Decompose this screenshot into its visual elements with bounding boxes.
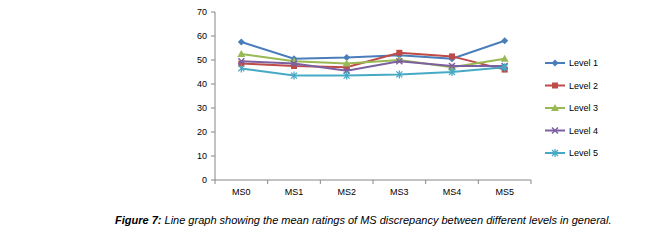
legend-marker — [551, 104, 559, 111]
chart: 0 10 20 30 40 50 60 70 MS0 MS1 MS2 MS3 MS4 MS5 Level 1… — [0, 0, 670, 243]
data-point — [449, 68, 455, 76]
y-tick-label: 50 — [197, 55, 207, 65]
series — [238, 50, 507, 73]
legend-label: Level 3 — [569, 103, 598, 113]
y-tick — [211, 36, 215, 37]
y-tick-label: 20 — [197, 127, 207, 137]
legend-entry: Level 5 — [545, 148, 598, 158]
y-tick-label: 70 — [197, 7, 207, 17]
legend-entry: Level 4 — [545, 126, 598, 136]
data-point — [343, 60, 351, 67]
y-tick-label: 40 — [197, 79, 207, 89]
y-tick — [211, 108, 215, 109]
data-point — [396, 50, 402, 56]
x-tick — [478, 180, 479, 184]
legend-marker — [552, 83, 558, 89]
y-tick — [211, 60, 215, 61]
series-line — [241, 61, 504, 71]
y-tick — [211, 84, 215, 85]
x-tick — [320, 180, 321, 184]
series-line — [241, 41, 504, 59]
y-tick — [211, 132, 215, 133]
data-point — [238, 64, 244, 72]
legend-label: Level 4 — [569, 126, 598, 136]
data-point — [449, 53, 455, 59]
x-tick — [425, 180, 426, 184]
data-point — [344, 72, 350, 80]
legend-entry: Level 3 — [545, 103, 598, 113]
y-tick — [211, 180, 215, 181]
x-tick-label: MS4 — [443, 187, 462, 197]
y-tick — [211, 12, 215, 13]
x-tick — [531, 180, 532, 184]
data-point — [501, 55, 509, 62]
x-tick-label: MS0 — [232, 187, 251, 197]
legend: Level 1 Level 2 Level 3 Level 4 Level 5 — [545, 58, 598, 158]
y-tick-label: 30 — [197, 103, 207, 113]
data-point — [238, 39, 245, 46]
legend-marker — [552, 128, 558, 134]
y-axis — [215, 12, 216, 180]
legend-entry: Level 2 — [545, 81, 598, 91]
x-tick — [373, 180, 374, 184]
data-point — [396, 58, 402, 64]
series — [238, 63, 507, 79]
data-point — [238, 58, 244, 64]
data-point — [291, 72, 297, 80]
plot-area — [237, 37, 508, 79]
y-tick-label: 0 — [202, 175, 207, 185]
legend-entry: Level 1 — [545, 58, 598, 68]
x-tick-label: MS5 — [495, 187, 514, 197]
y-tick-label: 60 — [197, 31, 207, 41]
legend-label: Level 2 — [569, 81, 598, 91]
legend-marker — [552, 60, 559, 67]
data-point — [501, 37, 508, 44]
legend-label: Level 5 — [569, 148, 598, 158]
x-tick-label: MS2 — [337, 187, 356, 197]
legend-label: Level 1 — [569, 58, 598, 68]
data-point — [291, 61, 297, 67]
x-tick — [215, 180, 216, 184]
data-point — [237, 50, 245, 57]
axes: 0 10 20 30 40 50 60 70 MS0 MS1 MS2 MS3 MS4 MS5 — [197, 7, 531, 197]
x-tick — [267, 180, 268, 184]
data-point — [502, 63, 508, 71]
data-point — [396, 70, 402, 78]
series — [237, 50, 508, 70]
series-line — [241, 53, 504, 70]
x-tick-label: MS3 — [390, 187, 409, 197]
legend-marker — [552, 149, 558, 157]
y-tick-label: 10 — [197, 151, 207, 161]
series-line — [241, 67, 504, 75]
y-tick — [211, 156, 215, 157]
title: Figure 7: Line graph showing the mean ra… — [115, 214, 612, 226]
x-tick-label: MS1 — [285, 187, 304, 197]
